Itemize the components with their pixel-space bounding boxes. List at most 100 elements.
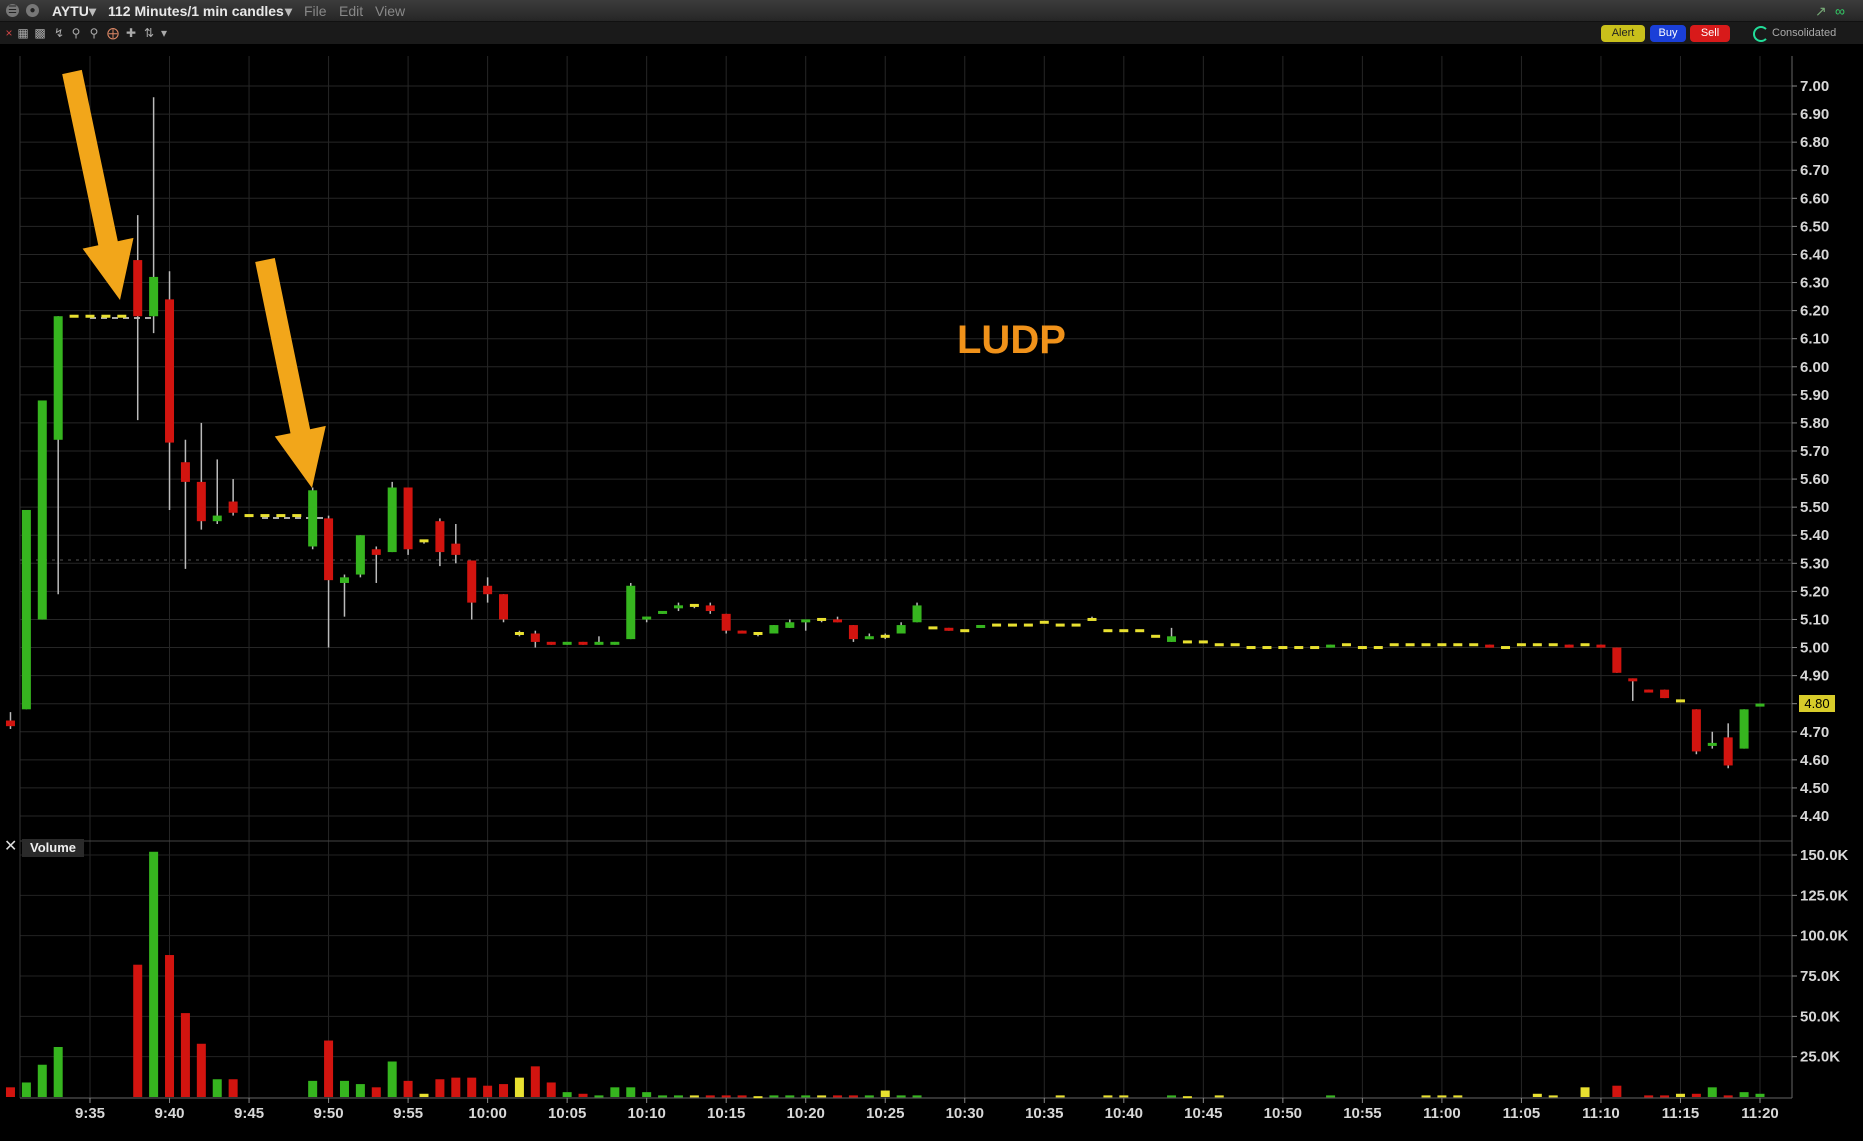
sell-button[interactable]: Sell <box>1690 25 1730 42</box>
timeframe-dropdown-icon[interactable]: ▾ <box>285 3 293 19</box>
volume-bar <box>5 1087 15 1097</box>
layout-icon[interactable]: ▩ <box>34 26 46 40</box>
volume-bar <box>1548 1095 1558 1098</box>
volume-panel-label: Volume <box>22 839 84 857</box>
consolidated-toggle[interactable]: Consolidated <box>1772 27 1837 39</box>
candle <box>1262 646 1272 650</box>
price-tick-label: 6.60 <box>1800 190 1829 207</box>
candle <box>1516 643 1526 647</box>
candle <box>1501 646 1511 650</box>
volume-bar <box>1182 1096 1192 1099</box>
candle <box>1548 643 1558 647</box>
price-tick-label: 4.70 <box>1800 724 1829 741</box>
symbol-dropdown-icon[interactable]: ▾ <box>89 3 97 19</box>
candle <box>960 629 970 633</box>
price-tick-label: 5.30 <box>1800 555 1829 572</box>
zoom-in-icon[interactable]: ⚲ <box>71 26 81 40</box>
volume-bar <box>228 1079 238 1097</box>
candle <box>1135 629 1145 633</box>
volume-bar <box>165 955 175 1097</box>
candle <box>578 641 588 645</box>
candle <box>1755 703 1765 707</box>
candle <box>419 539 429 543</box>
candle <box>753 632 763 635</box>
volume-bar <box>53 1046 63 1097</box>
candle <box>1007 623 1017 627</box>
menu-view[interactable]: View <box>375 3 406 19</box>
volume-bar <box>149 851 159 1097</box>
navigate-icon[interactable]: ⇅ <box>143 26 155 40</box>
candle <box>976 624 986 628</box>
price-tick-label: 6.20 <box>1800 303 1829 320</box>
candle <box>1167 636 1177 642</box>
window-menu-icon[interactable]: ☰ <box>6 4 19 17</box>
candle <box>371 549 381 555</box>
link-icon[interactable]: ● <box>26 4 39 17</box>
candle <box>546 641 556 645</box>
volume-bar <box>1612 1085 1622 1097</box>
volume-bar <box>1723 1095 1733 1098</box>
menu-file[interactable]: File <box>304 3 327 19</box>
last-price-tag: 4.80 <box>1799 695 1835 712</box>
time-tick-label: 10:10 <box>627 1105 665 1122</box>
more-dropdown-icon[interactable]: ▾ <box>160 26 168 40</box>
symbol-label[interactable]: AYTU <box>52 3 89 19</box>
bar-chart-icon[interactable]: ▦ <box>17 26 29 40</box>
price-tick-label: 5.80 <box>1800 415 1829 432</box>
pan-icon[interactable]: ✚ <box>125 26 137 40</box>
volume-bar <box>1437 1095 1447 1098</box>
zoom-out-icon[interactable]: ⚲ <box>89 26 99 40</box>
price-tick-label: 4.50 <box>1800 780 1829 797</box>
candle <box>1214 643 1224 647</box>
candle <box>864 636 874 640</box>
volume-bar <box>769 1095 779 1098</box>
volume-bar <box>212 1079 222 1097</box>
candle <box>642 616 652 620</box>
candle <box>435 521 445 553</box>
volume-tick-label: 50.0K <box>1800 1008 1840 1025</box>
candle <box>594 641 604 645</box>
link-chain-icon[interactable]: ∞ <box>1835 3 1845 19</box>
menu-edit[interactable]: Edit <box>339 3 364 19</box>
price-tick-label: 4.90 <box>1800 668 1829 685</box>
candle <box>705 605 715 612</box>
volume-close-icon[interactable]: ✕ <box>4 838 18 855</box>
candle <box>626 585 636 640</box>
volume-tick-label: 75.0K <box>1800 968 1840 985</box>
price-tick-label: 5.60 <box>1800 471 1829 488</box>
resize-icon[interactable]: ↗ <box>1815 3 1827 19</box>
candle <box>53 316 63 440</box>
volume-bar <box>1755 1093 1765 1097</box>
buy-button[interactable]: Buy <box>1650 25 1686 42</box>
volume-bar <box>673 1095 683 1098</box>
grid-lines <box>20 56 1792 1098</box>
close-icon[interactable]: × <box>5 26 13 40</box>
volume-bar <box>705 1095 715 1098</box>
candle <box>1119 629 1129 633</box>
refresh-icon[interactable] <box>1753 26 1769 42</box>
candle <box>514 632 524 635</box>
volume-bar <box>562 1092 572 1097</box>
volume-bar <box>785 1095 795 1098</box>
time-tick-label: 11:15 <box>1662 1105 1700 1122</box>
candle <box>562 641 572 645</box>
crosshair-icon[interactable]: ⨁ <box>107 26 119 40</box>
candle <box>1469 643 1479 647</box>
alert-button[interactable]: Alert <box>1601 25 1645 42</box>
candle <box>165 299 175 443</box>
candle <box>1660 689 1670 699</box>
time-tick-label: 9:45 <box>234 1105 264 1122</box>
candle <box>1485 644 1495 648</box>
price-tick-label: 6.40 <box>1800 246 1829 263</box>
volume-axis: 25.0K 50.0K 75.0K 100.0K 125.0K 150.0K <box>1792 847 1849 1066</box>
candle <box>1421 643 1431 647</box>
volume-bar <box>451 1077 461 1097</box>
candle <box>1246 646 1256 650</box>
candle <box>117 314 127 318</box>
candle <box>244 514 254 518</box>
draw-icon[interactable]: ↯ <box>53 26 65 40</box>
candle <box>1373 646 1383 650</box>
timeframe-label[interactable]: 112 Minutes/1 min candles <box>108 3 284 19</box>
price-volume-chart[interactable]: 7.00 6.90 6.80 6.70 6.60 6.50 6.40 6.30 6.20 6.10… <box>0 44 1863 1141</box>
time-tick-label: 10:30 <box>946 1105 984 1122</box>
